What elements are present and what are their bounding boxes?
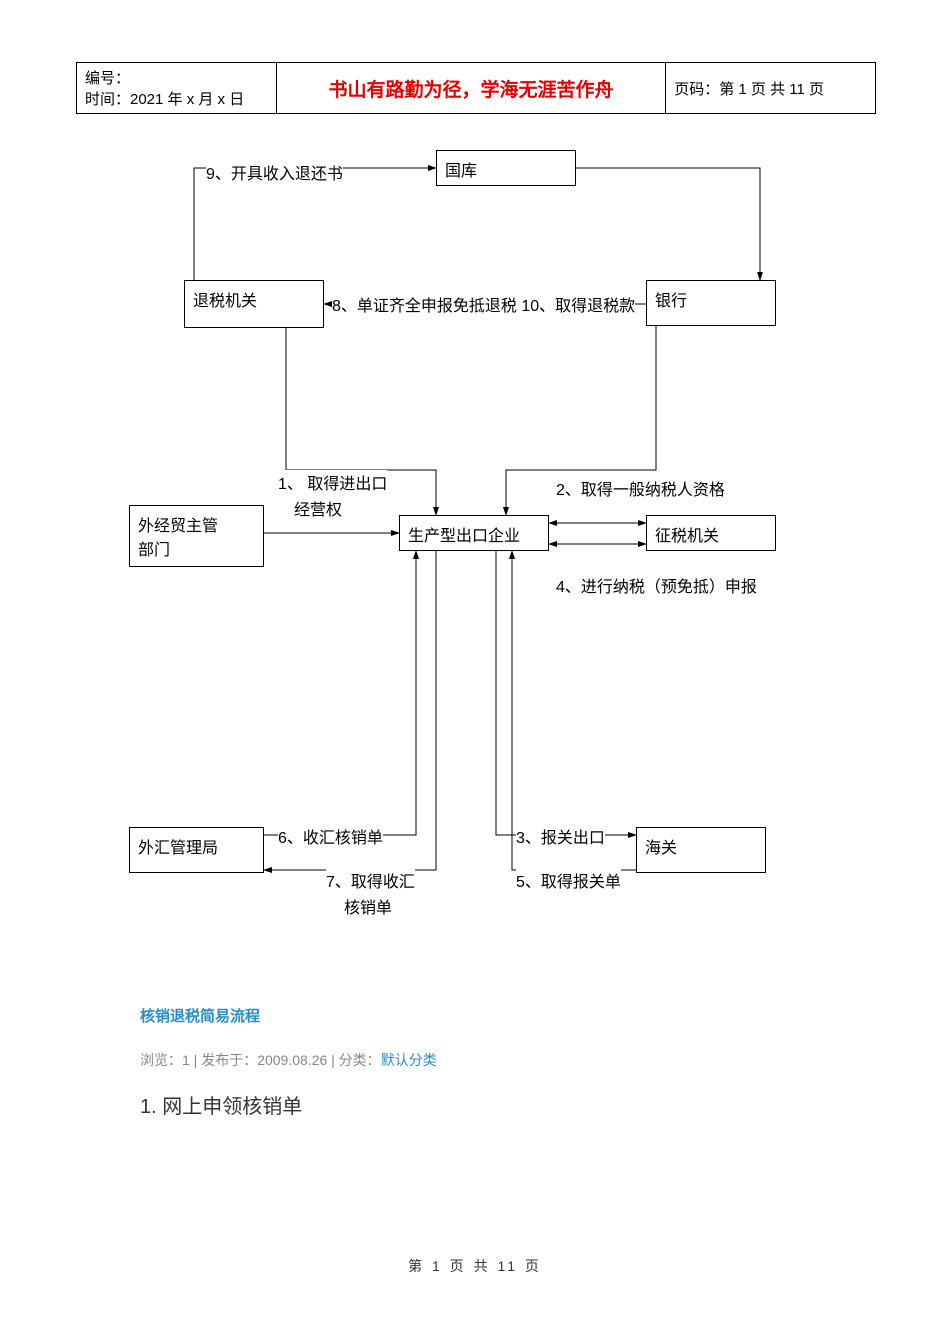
serial-label: 编号： xyxy=(85,67,268,88)
header-left-cell: 编号： 时间：2021 年 x 月 x 日 xyxy=(77,63,277,114)
flowchart-diagram: 国库退税机关 银行外经贸主管 部门 生产型出口企业 征税机关外汇管理局 海关 9、开具收… xyxy=(76,130,876,930)
meta-line: 浏览：1 | 发布于：2009.08.26 | 分类：默认分类 xyxy=(140,1050,437,1070)
header-right-cell: 页码：第 1 页 共 11 页 xyxy=(666,63,876,114)
header-table: 编号： 时间：2021 年 x 月 x 日 书山有路勤为径，学海无涯苦作舟 页码… xyxy=(76,62,876,114)
footer-page-number: 第 1 页 共 11 页 xyxy=(0,1256,950,1276)
flowchart-node-tax_agency: 征税机关 xyxy=(646,515,776,551)
flowchart-node-treasury: 国库 xyxy=(436,150,576,186)
flowchart-node-enterprise: 生产型出口企业 xyxy=(399,515,549,551)
date-label: 时间：2021 年 x 月 x 日 xyxy=(85,88,268,109)
flowchart-node-bank: 银行 xyxy=(646,280,776,326)
flowchart-node-forex_admin: 外汇管理局 xyxy=(129,827,264,873)
edge-9 xyxy=(264,551,436,870)
edge-label-1: 8、单证齐全申报免抵退税 10、取得退税款 xyxy=(332,292,635,316)
edge-label-7: 7、取得收汇 xyxy=(326,868,415,892)
edge-label-10: 5、取得报关单 xyxy=(516,868,621,892)
edge-label-4: 2、取得一般纳税人资格 xyxy=(556,476,725,500)
flowchart-node-tax_refund_agency: 退税机关 xyxy=(184,280,324,328)
edge-1 xyxy=(576,168,760,280)
flowchart-node-customs: 海关 xyxy=(636,827,766,873)
edge-0 xyxy=(194,168,436,280)
edge-11 xyxy=(512,551,636,870)
meta-prefix: 浏览：1 | 发布于：2009.08.26 | 分类： xyxy=(140,1052,381,1068)
flowchart-node-trade_dept: 外经贸主管 部门 xyxy=(129,505,264,567)
section-title: 核销退税简易流程 xyxy=(140,1005,260,1026)
edge-label-0: 9、开具收入退还书 xyxy=(206,160,343,184)
page-title: 书山有路勤为径，学海无涯苦作舟 xyxy=(328,80,613,101)
edge-label-2: 1、 取得进出口 xyxy=(278,470,387,494)
header-mid-cell: 书山有路勤为径，学海无涯苦作舟 xyxy=(276,63,665,114)
edge-label-5: 4、进行纳税（预免抵）申报 xyxy=(556,573,757,597)
edge-label-9: 3、报关出口 xyxy=(516,824,605,848)
edge-8 xyxy=(264,551,416,835)
page-code: 页码：第 1 页 共 11 页 xyxy=(674,81,824,98)
edge-label-3: 经营权 xyxy=(294,496,342,520)
content-heading: 1. 网上申领核销单 xyxy=(140,1090,302,1119)
meta-category-link[interactable]: 默认分类 xyxy=(381,1052,437,1068)
edge-label-6: 6、收汇核销单 xyxy=(278,824,383,848)
edge-label-8: 核销单 xyxy=(344,894,392,918)
